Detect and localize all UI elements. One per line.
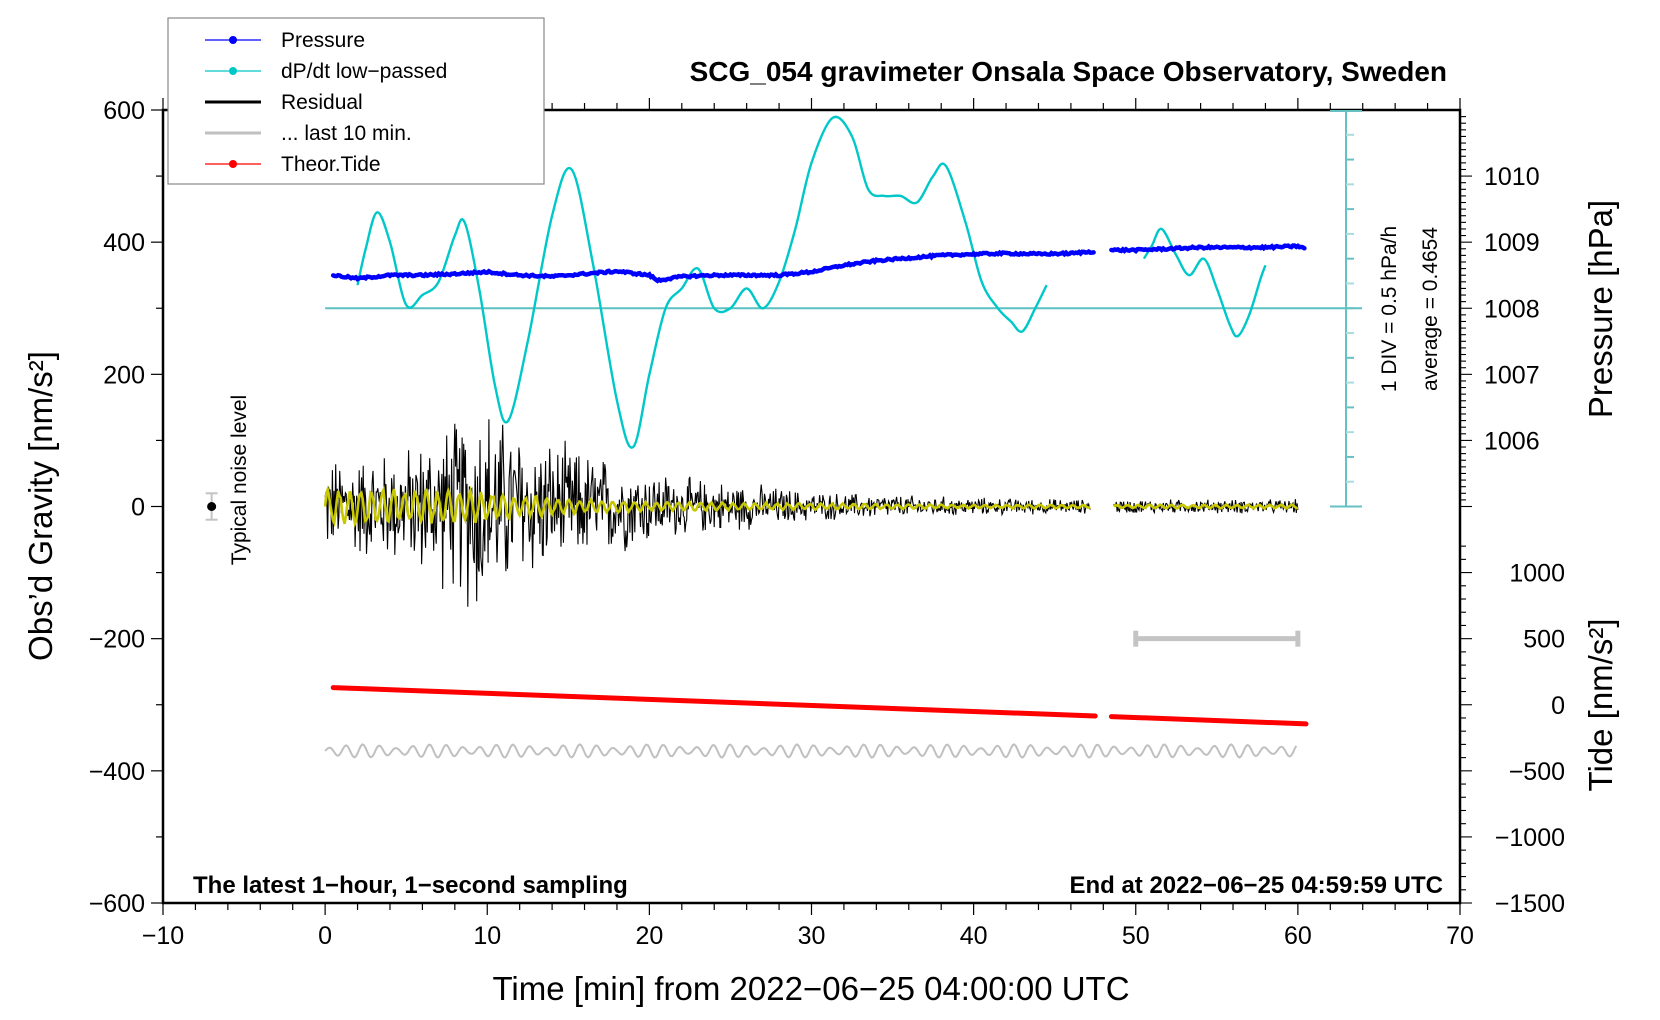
x-tick-label: 70 [1446,922,1474,950]
theoretical-tide-line [1108,714,1309,727]
x-tick-label: 50 [1122,922,1150,950]
pressure-axis: 1006 1007 1008 1009 1010 [1460,116,1540,508]
tide-tick-label: −1000 [1495,824,1565,852]
pressure-tick-label: 1006 [1484,427,1540,455]
y-tick-label: 200 [103,361,145,389]
y-axis-left: −600 −400 −200 0 200 400 600 [89,97,163,918]
legend-marker [229,160,237,168]
x-tick-label: 30 [798,922,826,950]
last-10-min-line [324,743,1298,759]
legend-label: dP/dt low−passed [281,60,447,83]
dpdt-axis [1330,110,1362,508]
x-tick-label: 10 [473,922,501,950]
legend-label: ... last 10 min. [281,122,412,145]
legend-marker [229,36,237,44]
theoretical-tide-line [330,685,1098,719]
noise-marker-dot [207,502,217,511]
y-tick-label: 600 [103,97,145,125]
x-tick-label: 40 [960,922,988,950]
y-tick-label: −600 [89,890,145,918]
x-tick-label: −10 [142,922,184,950]
legend-marker [229,67,237,75]
pressure-tick-label: 1007 [1484,361,1540,389]
tide-tick-label: 0 [1551,692,1565,720]
sampling-note: The latest 1−hour, 1−second sampling [193,872,628,899]
residual-line [324,419,1299,607]
dpdt-average-label: average = 0.4654 [1419,227,1442,391]
legend-label: Pressure [281,29,365,52]
x-tick-label: 0 [318,922,332,950]
tide-tick-label: 1000 [1509,560,1565,588]
noise-level-label: Typical noise level [228,395,251,565]
tide-tick-label: −1500 [1495,890,1565,918]
dpdt-line [356,115,1048,449]
legend: Pressure dP/dt low−passed Residual ... last… [167,17,545,185]
pressure-tick-label: 1009 [1484,229,1540,257]
tide-tick-label: −500 [1509,758,1565,786]
x-axis-title: Time [min] from 2022−06−25 04:00:00 UTC [492,970,1129,1007]
tide-axis-title: Tide [nm/s²] [1582,619,1619,792]
y-tick-label: −400 [89,758,145,786]
pressure-tick-label: 1008 [1484,295,1540,323]
y-tick-label: 0 [131,494,145,522]
y-tick-label: −200 [89,626,145,654]
pressure-line [330,249,1096,284]
y-axis-left-title: Obs’d Gravity [nm/s²] [22,351,59,661]
x-axis: −10 0 10 20 30 40 50 60 70 [142,98,1474,950]
dpdt-div-label: 1 DIV = 0.5 hPa/h [1378,226,1401,392]
residual-lowpass-line [323,484,1299,528]
x-tick-label: 20 [635,922,663,950]
end-time-note: End at 2022−06−25 04:59:59 UTC [1069,872,1443,899]
tide-tick-label: 500 [1523,626,1565,654]
pressure-tick-label: 1010 [1484,163,1540,191]
chart-title: SCG_054 gravimeter Onsala Space Observat… [690,56,1447,87]
dpdt-line [1142,227,1267,338]
y-tick-label: 400 [103,229,145,257]
plot-layer [205,115,1362,759]
legend-label: Residual [281,91,363,114]
pressure-axis-title: Pressure [hPa] [1582,200,1619,418]
x-tick-label: 60 [1284,922,1312,950]
tide-axis: −1500 −1000 −500 0 500 1000 [1460,545,1565,918]
pressure-line [1109,243,1307,254]
legend-label: Theor.Tide [281,153,381,176]
